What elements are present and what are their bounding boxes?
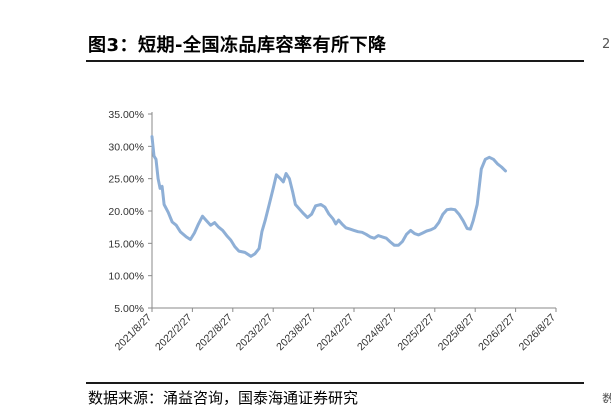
x-tick-label: 2022/2/27 [153,312,195,354]
series-line [150,135,507,258]
y-tick-label: 10.00% [108,271,144,283]
x-tick-label: 2023/2/27 [234,312,276,354]
source-rule [86,382,584,384]
chart-axes [151,112,556,309]
x-tick-label: 2025/8/27 [436,312,478,354]
x-tick-label: 2024/2/27 [315,312,357,354]
x-tick-label: 2024/8/27 [355,312,397,354]
y-tick-label: 30.00% [108,141,144,153]
x-tick-label: 2022/8/27 [193,312,235,354]
source-note: 数据来源：涌益咨询，国泰海通证券研究 [88,389,359,407]
x-tick-label: 2026/8/27 [517,312,559,354]
y-tick-label: 15.00% [108,238,144,250]
y-tick-label: 5.00% [114,303,144,315]
title-rule [86,60,584,62]
series-lines [150,135,507,258]
figure-title: 图3：短期-全国冻品库容率有所下降 [88,35,387,56]
x-axis-ticks: 2021/8/272022/2/272022/8/272023/2/272023… [113,308,559,354]
edge-mark-top: 2 [602,37,611,51]
x-tick-label: 2021/8/27 [113,312,155,354]
edge-mark-bottom: 数 [602,393,611,403]
y-tick-label: 25.00% [108,174,144,186]
x-tick-label: 2026/2/27 [476,312,518,354]
x-tick-label: 2025/2/27 [395,312,437,354]
y-axis-ticks: 5.00% 10.00% 15.00% 20.00% 25.00% 30.00% 35.00… [108,109,152,315]
x-tick-label: 2023/8/27 [274,312,316,354]
y-tick-label: 35.00% [108,109,144,121]
y-tick-label: 20.00% [108,206,144,218]
